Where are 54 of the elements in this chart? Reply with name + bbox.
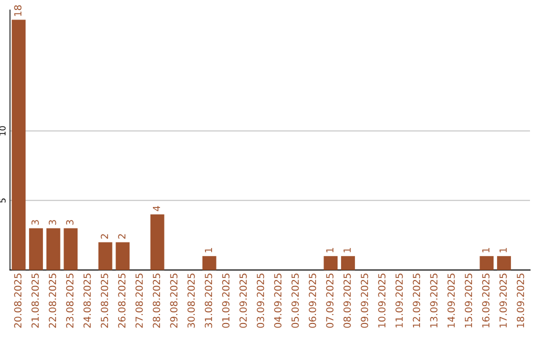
bar xyxy=(12,20,26,270)
x-tick-label: 01.09.2025 xyxy=(222,274,230,328)
data-label: 2 xyxy=(100,234,108,239)
bar xyxy=(116,242,130,270)
x-tick-label: 12.09.2025 xyxy=(412,274,420,328)
bar xyxy=(46,228,60,270)
bar xyxy=(202,256,216,270)
bar xyxy=(324,256,338,270)
data-label: 4 xyxy=(152,206,160,212)
bar xyxy=(480,256,494,270)
x-tick-label: 20.08.2025 xyxy=(14,274,22,328)
x-tick-label: 24.08.2025 xyxy=(83,274,91,328)
data-label: 3 xyxy=(31,220,39,225)
x-tick-label: 18.09.2025 xyxy=(516,274,524,328)
data-label: 1 xyxy=(204,248,212,252)
data-label: 1 xyxy=(326,248,334,252)
x-tick-label: 27.08.2025 xyxy=(135,274,143,328)
x-tick-label: 16.09.2025 xyxy=(482,274,490,328)
x-tick-label: 29.08.2025 xyxy=(170,274,178,328)
data-label: 1 xyxy=(500,248,507,252)
x-tick-label: 09.09.2025 xyxy=(360,274,368,328)
x-tick-label: 15.09.2025 xyxy=(464,274,472,328)
x-tick-label: 05.09.2025 xyxy=(291,274,299,328)
bar xyxy=(29,228,43,270)
data-label: 18 xyxy=(14,5,22,16)
data-label: 1 xyxy=(482,248,490,252)
x-tick-label: 10.09.2025 xyxy=(378,274,386,328)
x-tick-label: 28.08.2025 xyxy=(152,274,160,328)
data-label: 3 xyxy=(66,220,74,225)
x-tick-label: 02.09.2025 xyxy=(239,274,247,328)
x-tick-label: 06.09.2025 xyxy=(308,274,316,328)
x-tick-label: 23.08.2025 xyxy=(66,274,74,328)
x-tick-label: 17.09.2025 xyxy=(499,274,507,328)
x-tick-label: 21.08.2025 xyxy=(31,274,39,328)
bar xyxy=(497,256,511,270)
x-tick-label: 13.09.2025 xyxy=(430,274,438,328)
data-label: 2 xyxy=(118,234,126,239)
x-tick-label: 11.09.2025 xyxy=(395,274,403,328)
x-tick-label: 08.09.2025 xyxy=(343,274,351,328)
bar xyxy=(64,228,78,270)
bar xyxy=(150,214,164,270)
x-tick-label: 07.09.2025 xyxy=(326,274,334,328)
x-tick-label: 26.08.2025 xyxy=(118,274,126,328)
x-tick-label: 04.09.2025 xyxy=(274,274,282,328)
data-label: 3 xyxy=(48,220,56,225)
x-tick-label: 25.08.2025 xyxy=(100,274,108,328)
bar xyxy=(341,256,355,270)
bar xyxy=(98,242,112,270)
data-label: 1 xyxy=(344,248,351,252)
x-tick-label: 22.08.2025 xyxy=(48,274,56,328)
x-tick-label: 30.08.2025 xyxy=(187,274,195,328)
x-tick-label: 14.09.2025 xyxy=(447,274,455,328)
x-tick-label: 03.09.2025 xyxy=(256,274,264,328)
x-tick-label: 31.08.2025 xyxy=(204,274,212,328)
